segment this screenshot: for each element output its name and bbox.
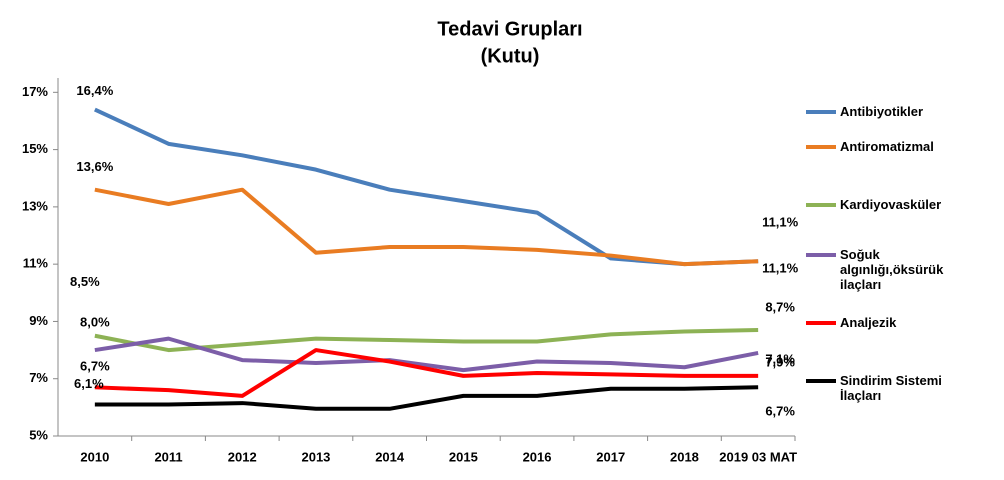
legend-item: Soğuk algınlığı,öksürük ilaçları — [806, 247, 986, 292]
data-label: 7,1% — [765, 351, 795, 366]
legend-swatch — [806, 203, 836, 207]
series-line — [94, 348, 759, 398]
y-tick-label: 13% — [22, 198, 48, 213]
legend-swatch — [806, 379, 836, 383]
legend-label: Antibiyotikler — [840, 104, 924, 119]
data-label: 6,7% — [80, 359, 110, 374]
legend-item: Kardiyovasküler — [806, 197, 986, 212]
data-label: 6,7% — [765, 404, 795, 419]
data-label: 13,6% — [76, 159, 113, 174]
y-tick-label: 7% — [29, 370, 48, 385]
legend-item: Sindirim Sistemi İlaçları — [806, 373, 986, 403]
x-tick-label: 2011 — [154, 449, 182, 464]
data-label: 8,0% — [80, 315, 110, 330]
legend-swatch — [806, 321, 836, 325]
legend-label: Sindirim Sistemi İlaçları — [840, 373, 942, 403]
x-tick-label: 2012 — [228, 449, 257, 464]
x-tick-label: 2016 — [523, 449, 552, 464]
chart-subtitle: (Kutu) — [481, 45, 540, 67]
chart-title: Tedavi Grupları — [437, 18, 582, 40]
x-tick-label: 2017 — [596, 449, 625, 464]
legend-label: Kardiyovasküler — [840, 197, 942, 212]
y-tick-label: 5% — [29, 427, 48, 442]
legend-swatch — [806, 253, 836, 257]
x-tick-label: 2010 — [80, 449, 109, 464]
y-tick-label: 9% — [29, 313, 48, 328]
series-line — [94, 187, 759, 267]
x-tick-label: 2019 03 MAT — [719, 449, 797, 464]
data-label: 6,1% — [74, 376, 104, 391]
legend-label: Analjezik — [840, 315, 897, 330]
data-label: 11,1% — [762, 215, 799, 230]
y-tick-label: 15% — [22, 141, 48, 156]
series-line — [94, 385, 759, 411]
data-label: 16,4% — [76, 83, 113, 98]
legend-swatch — [806, 110, 836, 114]
legend-swatch — [806, 145, 836, 149]
legend-label: Antiromatizmal — [840, 139, 934, 154]
data-label: 7,9% — [765, 354, 795, 369]
series-line — [94, 336, 759, 373]
data-label: 8,7% — [765, 299, 795, 314]
legend-item: Analjezik — [806, 315, 986, 330]
legend-label: Soğuk algınlığı,öksürük ilaçları — [840, 247, 944, 292]
data-label: 8,5% — [70, 274, 100, 289]
y-tick-label: 11% — [23, 256, 49, 271]
y-tick-label: 17% — [22, 84, 48, 99]
x-tick-label: 2013 — [301, 449, 330, 464]
x-tick-label: 2018 — [670, 449, 699, 464]
x-tick-label: 2014 — [375, 449, 405, 464]
legend-item: Antiromatizmal — [806, 139, 986, 154]
series-line — [94, 328, 759, 353]
legend-item: Antibiyotikler — [806, 104, 986, 119]
x-tick-label: 2015 — [449, 449, 478, 464]
data-label: 11,1% — [762, 261, 799, 276]
series-line — [94, 107, 759, 267]
